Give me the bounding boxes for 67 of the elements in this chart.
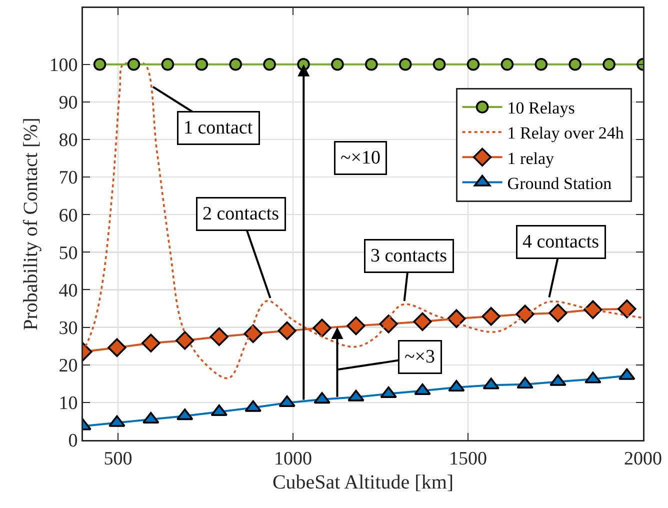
y-tick-label: 30 — [58, 318, 78, 339]
y-tick-label: 50 — [58, 242, 78, 264]
y-tick-label: 80 — [58, 130, 78, 152]
legend-label: Ground Station — [507, 174, 612, 193]
y-tick-label: 100 — [49, 55, 78, 76]
point — [482, 307, 500, 326]
annotation: 1 contact — [184, 118, 254, 138]
point — [448, 380, 465, 392]
point — [346, 316, 366, 336]
point — [466, 58, 480, 71]
point — [348, 390, 364, 402]
point — [413, 312, 432, 332]
x-tick-label: 2000 — [624, 448, 662, 470]
legend-label: 1 Relay over 24h — [507, 124, 624, 143]
point — [398, 58, 412, 71]
y-tick-label: 10 — [58, 393, 78, 414]
annotation: 3 contacts — [370, 246, 448, 266]
point — [278, 321, 296, 340]
point — [618, 300, 636, 318]
x-tick-label: 1500 — [449, 448, 487, 470]
point — [414, 383, 431, 395]
point — [534, 58, 548, 71]
x-tick-label: 1000 — [274, 448, 312, 470]
annotation: 4 contacts — [522, 232, 600, 252]
point — [447, 309, 466, 328]
point — [142, 334, 160, 352]
point — [108, 415, 126, 427]
point — [584, 372, 602, 384]
point — [365, 58, 378, 71]
point — [550, 374, 566, 386]
annotation: 2 contacts — [202, 204, 280, 224]
y-tick-label: 60 — [58, 205, 78, 226]
x-tick-label: 500 — [104, 448, 132, 470]
point — [432, 58, 446, 71]
point — [244, 324, 262, 344]
point — [108, 338, 126, 357]
point — [516, 377, 534, 389]
point — [161, 58, 174, 71]
annotation: ~×3 — [404, 346, 435, 368]
point — [210, 327, 228, 346]
x-axis-title: CubeSat Altitude [km] — [272, 472, 454, 494]
point — [195, 58, 208, 71]
legend-label: 1 relay — [507, 148, 555, 168]
point — [331, 58, 344, 71]
point — [602, 58, 616, 71]
y-tick-label: 70 — [58, 168, 78, 189]
point — [127, 58, 140, 71]
point — [263, 58, 276, 71]
point — [176, 331, 194, 350]
point — [379, 314, 398, 334]
y-axis-title: Probability of Contact [%] — [20, 118, 42, 330]
point — [568, 58, 582, 71]
y-tick-label: 20 — [58, 356, 78, 377]
legend-label: 10 Relays — [507, 98, 575, 118]
annotation: ~×10 — [340, 148, 380, 168]
point — [314, 392, 330, 404]
point — [516, 304, 534, 324]
point — [500, 58, 514, 71]
y-tick-label: 90 — [58, 92, 78, 114]
point — [380, 386, 397, 398]
y-tick-label: 0 — [68, 430, 78, 452]
point — [93, 58, 106, 71]
point — [548, 304, 568, 322]
point — [278, 395, 296, 407]
y-tick-label: 40 — [58, 280, 78, 302]
point — [312, 318, 332, 338]
point — [229, 58, 242, 71]
